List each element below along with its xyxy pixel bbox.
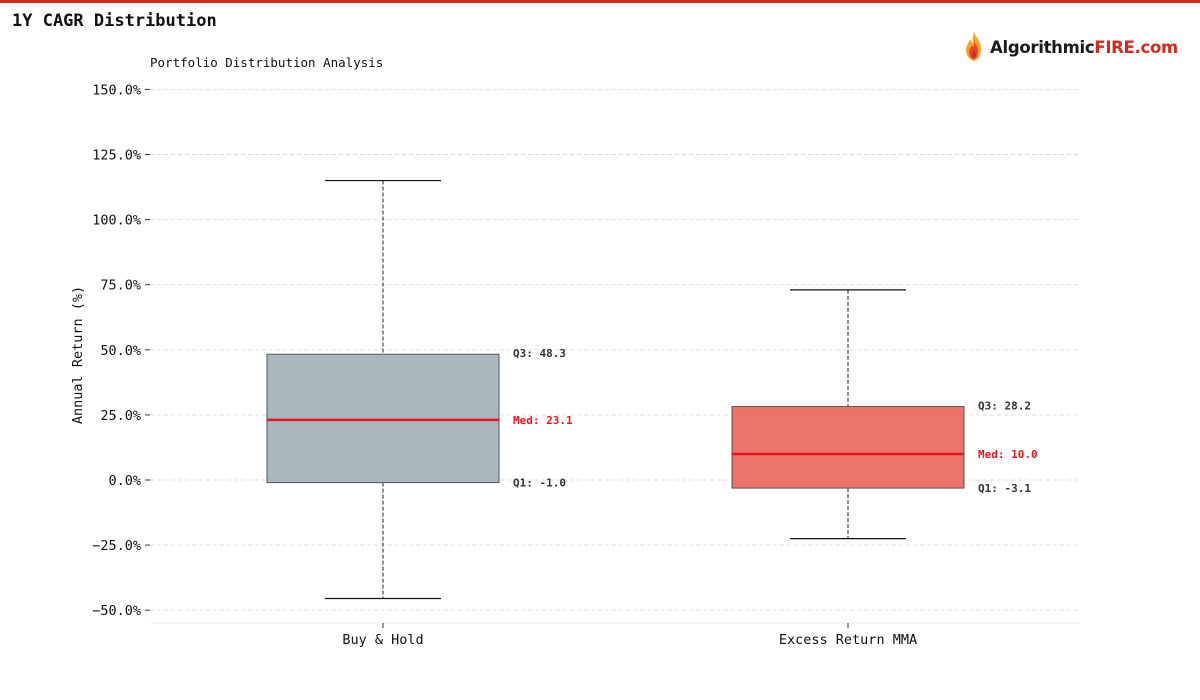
y-tick-label: 150.0% [92, 82, 141, 98]
box-group: Q3: 28.2 Med: 10.0 Q1: -3.1 [731, 289, 1038, 540]
y-tick-label: 125.0% [92, 148, 141, 164]
y-axis: −50.0% −25.0% 0.0% 25.0% 50.0% 75.0% 100.0% 125… [92, 82, 1080, 648]
median-label: Med: 10.0 [978, 448, 1038, 461]
chart-title: Portfolio Distribution Analysis [150, 55, 384, 70]
y-tick-label: −50.0% [92, 603, 141, 619]
flame-icon [966, 32, 981, 61]
q1-label: Q1: -1.0 [513, 477, 566, 490]
brand-logo: AlgorithmicFIRE.com [962, 30, 1178, 64]
y-tick-label: −25.0% [92, 538, 141, 554]
box-group: Q3: 48.3 Med: 23.1 Q1: -1.0 [266, 179, 573, 600]
brand-name-part1: Algorithmic [990, 37, 1095, 57]
y-tick-label: 50.0% [100, 343, 141, 359]
x-tick-label: Excess Return MMA [779, 632, 917, 648]
iqr-box [731, 406, 965, 489]
brand-name-part2: FIRE.com [1094, 37, 1178, 57]
page-title: 1Y CAGR Distribution [12, 11, 217, 31]
y-tick-label: 25.0% [100, 408, 141, 424]
box-series: Q3: 48.3 Med: 23.1 Q1: -1.0 Q3: 28.2 Med: 10… [266, 179, 1038, 600]
q3-label: Q3: 48.3 [513, 347, 566, 360]
q3-label: Q3: 28.2 [978, 400, 1031, 413]
gridlines [150, 88, 1080, 611]
y-tick-label: 100.0% [92, 213, 141, 229]
y-tick-label: 75.0% [100, 278, 141, 294]
y-tick-label: 0.0% [108, 473, 141, 489]
brand-name: AlgorithmicFIRE.com [990, 38, 1178, 57]
y-axis-label: Annual Return (%) [70, 286, 86, 424]
x-tick-label: Buy & Hold [342, 632, 423, 648]
iqr-box [266, 353, 500, 484]
q1-label: Q1: -3.1 [978, 482, 1031, 495]
median-label: Med: 23.1 [513, 414, 573, 427]
top-accent-bar [0, 0, 1200, 3]
